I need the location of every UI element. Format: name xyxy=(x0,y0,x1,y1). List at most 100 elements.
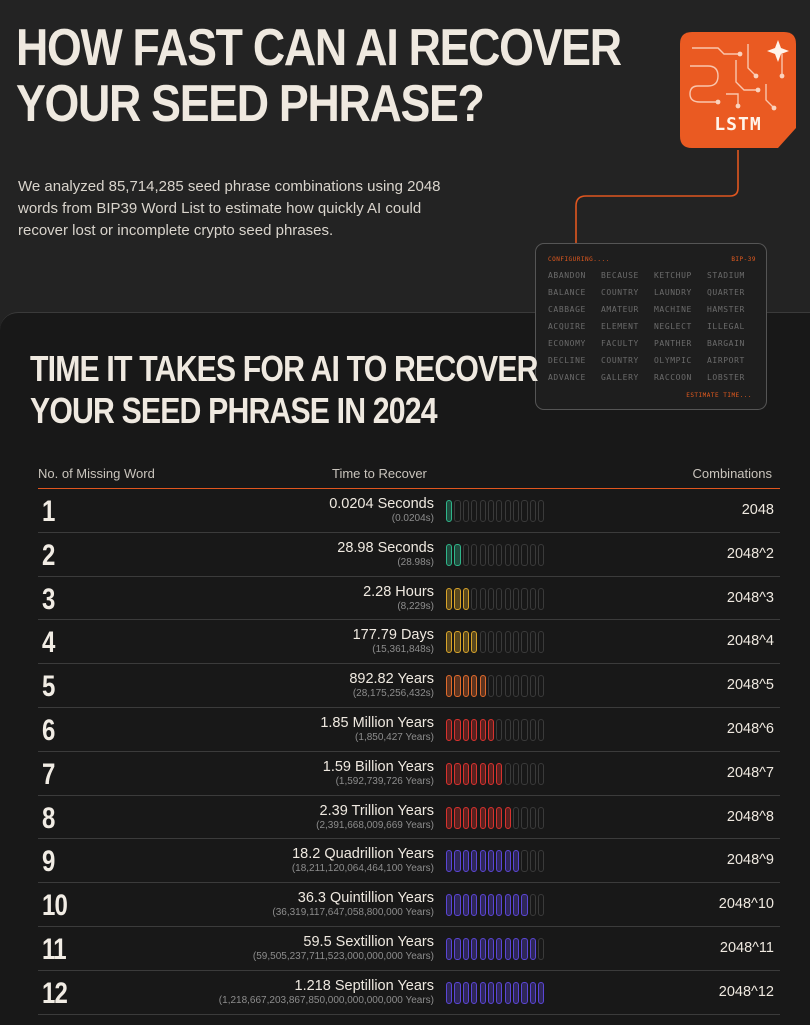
terminal-word: ILLEGAL xyxy=(707,321,760,333)
level-meter xyxy=(446,807,547,831)
table-row: 1 0.0204 Seconds (0.0204s) 2048 xyxy=(38,489,780,533)
level-segment-empty xyxy=(538,631,544,653)
level-segment-empty xyxy=(471,588,477,610)
level-segment-filled xyxy=(454,675,460,697)
missing-word-count: 7 xyxy=(42,758,55,792)
terminal-footer: ESTIMATE TIME... xyxy=(686,392,752,399)
recovery-time-label: 2.28 Hours xyxy=(363,583,434,601)
terminal-word: HAMSTER xyxy=(707,304,760,316)
level-segment-filled xyxy=(463,588,469,610)
level-segment-empty xyxy=(480,544,486,566)
level-segment-empty xyxy=(530,588,536,610)
level-segment-empty xyxy=(505,588,511,610)
chip-label: LSTM xyxy=(678,114,798,135)
level-segment-empty xyxy=(463,544,469,566)
level-segment-empty xyxy=(521,675,527,697)
terminal-word: BARGAIN xyxy=(707,338,760,350)
level-segment-filled xyxy=(446,544,452,566)
level-segment-empty xyxy=(530,675,536,697)
terminal-word: NEGLECT xyxy=(654,321,707,333)
terminal-word: STADIUM xyxy=(707,270,760,282)
level-segment-filled xyxy=(505,807,511,829)
section-title-line-2: YOUR SEED PHRASE IN 2024 xyxy=(30,390,437,431)
level-segment-filled xyxy=(454,982,460,1004)
terminal-word-grid: ABANDON BECAUSE KETCHUP STADIUM BALANCE COUNT… xyxy=(548,270,760,384)
terminal-header: CONFIGURING.... BIP-39 xyxy=(548,256,756,266)
level-segment-empty xyxy=(513,500,519,522)
terminal-word: COUNTRY xyxy=(601,287,654,299)
level-segment-empty xyxy=(538,894,544,916)
level-segment-empty xyxy=(513,631,519,653)
level-segment-empty xyxy=(471,500,477,522)
level-segment-filled xyxy=(530,938,536,960)
missing-word-count: 5 xyxy=(42,670,55,704)
level-segment-filled xyxy=(454,544,460,566)
level-segment-filled xyxy=(471,631,477,653)
level-segment-empty xyxy=(538,719,544,741)
terminal-word: DECLINE xyxy=(548,355,601,367)
level-segment-filled xyxy=(446,982,452,1004)
level-segment-empty xyxy=(496,675,502,697)
level-segment-filled xyxy=(471,982,477,1004)
level-segment-empty xyxy=(488,588,494,610)
level-segment-filled xyxy=(480,719,486,741)
level-segment-empty xyxy=(538,588,544,610)
recovery-time-label: 59.5 Sextillion Years xyxy=(253,933,434,951)
level-segment-filled xyxy=(454,631,460,653)
recovery-time: 18.2 Quadrillion Years (18,211,120,064,46… xyxy=(292,845,434,875)
terminal-word: KETCHUP xyxy=(654,270,707,282)
level-segment-empty xyxy=(513,763,519,785)
level-segment-filled xyxy=(538,982,544,1004)
recovery-time-detail: (28,175,256,432s) xyxy=(349,688,434,700)
level-segment-empty xyxy=(463,500,469,522)
level-segment-empty xyxy=(530,544,536,566)
level-segment-filled xyxy=(471,894,477,916)
level-segment-filled xyxy=(488,982,494,1004)
combinations-value: 2048^11 xyxy=(720,940,774,956)
level-segment-filled xyxy=(471,675,477,697)
recovery-time-detail: (1,218,667,203,867,850,000,000,000,000 Y… xyxy=(219,995,434,1007)
level-segment-empty xyxy=(496,588,502,610)
recovery-time-detail: (1,592,739,726 Years) xyxy=(323,776,434,788)
level-segment-empty xyxy=(488,631,494,653)
level-segment-filled xyxy=(480,894,486,916)
level-segment-empty xyxy=(513,719,519,741)
recovery-time-detail: (8,229s) xyxy=(363,601,434,613)
terminal-word: FACULTY xyxy=(601,338,654,350)
level-segment-empty xyxy=(530,807,536,829)
level-segment-filled xyxy=(496,850,502,872)
level-segment-empty xyxy=(538,675,544,697)
recovery-time: 28.98 Seconds (28.98s) xyxy=(337,539,434,569)
level-segment-filled xyxy=(446,850,452,872)
level-segment-filled xyxy=(454,850,460,872)
terminal-word: PANTHER xyxy=(654,338,707,350)
level-segment-filled xyxy=(480,982,486,1004)
terminal-word: LAUNDRY xyxy=(654,287,707,299)
combinations-value: 2048^5 xyxy=(727,677,774,693)
level-segment-filled xyxy=(463,631,469,653)
level-segment-filled xyxy=(446,588,452,610)
level-segment-filled xyxy=(471,850,477,872)
table-row: 5 892.82 Years (28,175,256,432s) 2048^5 xyxy=(38,664,780,708)
level-segment-empty xyxy=(538,544,544,566)
terminal-word: CABBAGE xyxy=(548,304,601,316)
recovery-time: 1.218 Septillion Years (1,218,667,203,867… xyxy=(219,977,434,1007)
level-segment-empty xyxy=(496,500,502,522)
intro-text: We analyzed 85,714,285 seed phrase combi… xyxy=(18,176,518,242)
level-segment-filled xyxy=(505,850,511,872)
recovery-time: 36.3 Quintillion Years (36,319,117,647,05… xyxy=(272,889,434,919)
level-segment-filled xyxy=(513,894,519,916)
table-body: 1 0.0204 Seconds (0.0204s) 2048 2 28.98 Secon… xyxy=(38,489,780,1015)
level-segment-empty xyxy=(488,500,494,522)
level-segment-filled xyxy=(471,719,477,741)
level-meter xyxy=(446,675,547,699)
recovery-time-label: 36.3 Quintillion Years xyxy=(272,889,434,907)
headline-line-1: HOW FAST CAN AI RECOVER xyxy=(16,19,621,77)
level-segment-empty xyxy=(530,631,536,653)
terminal-word: MACHINE xyxy=(654,304,707,316)
level-segment-filled xyxy=(513,850,519,872)
level-segment-filled xyxy=(446,894,452,916)
level-meter xyxy=(446,500,547,524)
combinations-value: 2048^9 xyxy=(727,852,774,868)
level-segment-empty xyxy=(530,500,536,522)
